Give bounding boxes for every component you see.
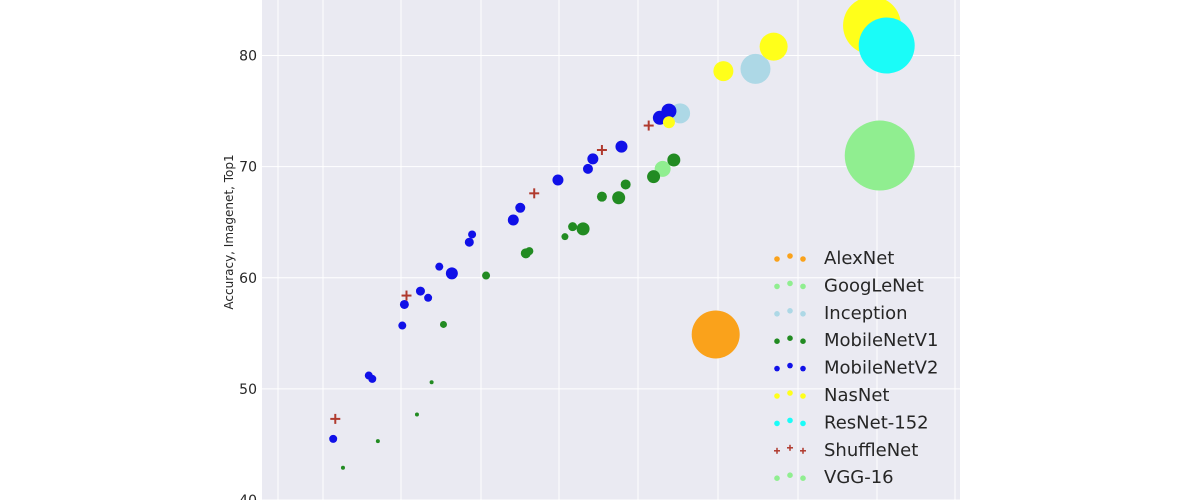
plot-area [262, 0, 960, 500]
legend-label: GoogLeNet [824, 275, 924, 296]
mobilenetv2-point [515, 202, 526, 213]
legend-item-resnet-152: ResNet-152 [774, 412, 929, 433]
mobilenetv2-point [445, 267, 458, 280]
mobilenetv2-point [464, 237, 474, 247]
mobilenetv1-point [439, 320, 447, 328]
shufflenet-point [330, 413, 341, 424]
mobilenetv2-point [468, 230, 477, 239]
legend-label: NasNet [824, 385, 889, 406]
legend-item-mobilenetv1: MobileNetV1 [774, 330, 938, 351]
y-tick-label: 60 [239, 271, 257, 287]
legend-label: MobileNetV1 [824, 330, 938, 351]
shufflenet-point [643, 120, 654, 131]
mobilenetv1-point [568, 222, 578, 232]
mobilenetv2-point [399, 299, 409, 309]
mobilenetv2-point [587, 153, 599, 165]
mobilenetv1-point [647, 170, 661, 184]
inception-point [740, 53, 771, 84]
legend-label: VGG-16 [824, 467, 894, 488]
nasnet-point [713, 61, 734, 82]
mobilenetv2-point [661, 103, 677, 119]
mobilenetv2-point [552, 174, 564, 186]
legend-label: ResNet-152 [824, 412, 929, 433]
mobilenetv1-point [667, 153, 681, 167]
shufflenet-point [529, 188, 540, 199]
mobilenetv1-point [596, 191, 607, 202]
legend-item-mobilenetv2: MobileNetV2 [774, 358, 938, 379]
legend: AlexNet GoogLeNet Inception MobileNetV1 Mobi… [774, 248, 938, 488]
mobilenetv1-point [525, 247, 534, 256]
y-axis-ticks: 40 50 60 70 80 [239, 49, 257, 500]
mobilenetv1-point [561, 233, 569, 241]
mobilenetv2-point [368, 374, 377, 383]
nasnet-point [759, 32, 788, 61]
mobilenetv2-point [415, 286, 425, 296]
legend-item-googlenet: GoogLeNet [774, 275, 924, 296]
legend-label: AlexNet [824, 248, 894, 269]
nasnet-point [662, 116, 675, 129]
mobilenetv2-point [435, 262, 444, 271]
shufflenet-point [401, 290, 412, 301]
y-tick-label: 80 [239, 49, 257, 65]
legend-item-inception: Inception [774, 303, 908, 324]
mobilenetv2-point [329, 434, 338, 443]
mobilenetv1-point [612, 191, 626, 205]
data-points [329, 0, 915, 470]
legend-item-shufflenet: ShuffleNet [774, 440, 918, 461]
mobilenetv2-point [398, 321, 407, 330]
y-tick-label: 50 [239, 382, 257, 398]
mobilenetv1-point [482, 271, 491, 280]
shufflenet-point [596, 145, 607, 155]
legend-item-vgg-16: VGG-16 [774, 467, 894, 488]
mobilenetv1-point [620, 179, 631, 190]
mobilenetv2-point [615, 140, 628, 153]
vgg-16-point [844, 120, 915, 191]
mobilenetv2-point [582, 163, 593, 174]
mobilenetv1-point [576, 222, 590, 236]
alexnet-point [691, 310, 740, 359]
legend-item-alexnet: AlexNet [774, 248, 894, 269]
grid [262, 0, 960, 500]
resnet-152-point [858, 17, 915, 74]
mobilenetv2-point [424, 293, 433, 302]
mobilenetv1-point [429, 380, 434, 385]
y-axis-label: Accuracy, Imagenet, Top1 [222, 154, 236, 309]
legend-label: MobileNetV2 [824, 358, 938, 379]
legend-item-nasnet: NasNet [774, 385, 889, 406]
y-tick-label: 40 [239, 493, 257, 500]
mobilenetv1-point [340, 465, 345, 470]
mobilenetv1-point [414, 412, 419, 417]
legend-label: ShuffleNet [824, 440, 918, 461]
mobilenetv1-point [375, 439, 380, 444]
y-tick-label: 70 [239, 160, 257, 176]
legend-label: Inception [824, 303, 908, 324]
mobilenetv2-point [507, 214, 519, 226]
